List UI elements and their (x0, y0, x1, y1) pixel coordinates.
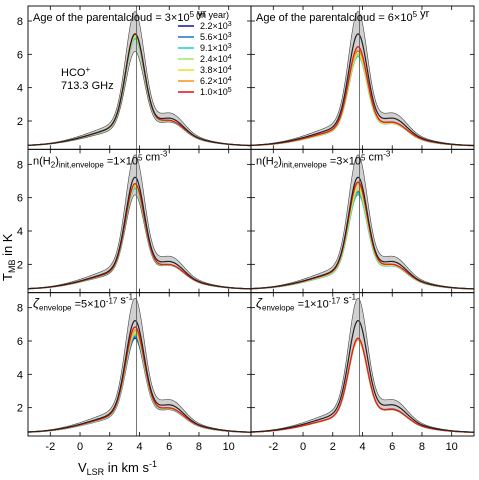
y-tick-label: 6 (17, 193, 23, 205)
legend-label: 9.1×103 (200, 43, 232, 53)
x-tick-label: 2 (330, 441, 336, 453)
observation-band (251, 11, 474, 146)
series-line (251, 339, 474, 433)
legend-label: 6.2×104 (200, 76, 232, 86)
series-line (28, 334, 251, 433)
x-tick-label: 8 (196, 441, 202, 453)
y-tick-label: 8 (17, 159, 23, 171)
x-tick-label: 2 (107, 441, 113, 453)
panel-nh2-1e5: 2 4 6 8 n(H2)init,envelope =1×105 cm-3 (17, 148, 252, 294)
legend: (in year)2.2×1035.6×1039.1×1032.4×1043.8… (178, 10, 232, 97)
x-tick-label: 4 (359, 441, 365, 453)
x-tick-label: 0 (300, 441, 306, 453)
observation-band (28, 11, 251, 146)
x-tick-label: 8 (419, 441, 425, 453)
plot-area (251, 292, 474, 436)
y-tick-label: 4 (17, 83, 23, 95)
series-line (251, 54, 474, 147)
y-tick-label: 2 (17, 259, 23, 271)
y-tick-label: 6 (17, 336, 23, 348)
panel-label: ζenvelope =5×10-17 s-1 (33, 293, 134, 313)
panel-age-3e5: 2 4 6 8 Age of the parentalcloud = 3×105 yr H… (17, 5, 252, 150)
panel-zeta-5e-17: -2 0 2 4 6 8 10 2 4 6 8 ζenvelope =5×10-17 s-1 (17, 292, 252, 453)
series-line (251, 339, 474, 433)
y-tick-label: 8 (17, 16, 23, 28)
panel-label: n(H2)init,envelope =3×105 cm-3 (256, 149, 391, 169)
series-line (251, 55, 474, 147)
x-tick-label: 6 (389, 441, 395, 453)
y-tick-label: 6 (17, 49, 23, 61)
legend-title: (in year) (196, 10, 229, 20)
plot-area (28, 149, 251, 293)
panel-zeta-1e-17: -2 0 2 4 6 8 10 ζenvelope =1×10-17 s-1 (250, 292, 475, 453)
plot-area (251, 6, 474, 150)
x-tick-label: -2 (45, 441, 55, 453)
plot-area (28, 6, 251, 150)
series-line (251, 52, 474, 147)
series-line (251, 54, 474, 147)
x-axis-label: VLSR in km s-1 (78, 459, 157, 477)
x-tick-label: 6 (166, 441, 172, 453)
panel-nh2-3e5: n(H2)init,envelope =3×105 cm-3 (250, 148, 475, 294)
x-tick-label: -2 (268, 441, 278, 453)
observation-line (28, 176, 251, 290)
observation-line (251, 33, 474, 147)
series-line (251, 189, 474, 290)
panel-label: Age of the parentalcloud = 6×105 yr (256, 8, 430, 24)
observation-band (251, 297, 474, 433)
series-line (251, 339, 474, 433)
x-tick-label: 10 (446, 441, 458, 453)
observation-band (28, 154, 251, 290)
panels: 2 4 6 8 Age of the parentalcloud = 3×105 yr H… (17, 5, 475, 453)
legend-label: 5.6×103 (200, 32, 232, 42)
panel-age-6e5: Age of the parentalcloud = 6×105 yr (250, 5, 475, 150)
molecule-label: HCO+ (61, 65, 90, 79)
legend-label: 2.2×103 (200, 21, 232, 31)
frequency-label: 713.3 GHz (61, 80, 114, 92)
plot-area (251, 149, 474, 293)
y-tick-label: 4 (17, 369, 23, 381)
y-tick-label: 2 (17, 116, 23, 128)
y-axis-label: TMB in K (0, 233, 17, 281)
y-tick-label: 2 (17, 403, 23, 415)
series-line (251, 54, 474, 147)
series-line (251, 337, 474, 433)
panel-label: n(H2)init,envelope =1×105 cm-3 (33, 149, 168, 169)
series-line (251, 190, 474, 290)
series-line (251, 192, 474, 290)
observation-line (28, 319, 251, 433)
y-tick-label: 4 (17, 226, 23, 238)
observation-line (28, 33, 251, 147)
x-tick-label: 0 (77, 441, 83, 453)
series-line (251, 339, 474, 433)
observation-line (251, 176, 474, 290)
legend-label: 2.4×104 (200, 54, 232, 64)
series-line (28, 337, 251, 433)
legend-label: 1.0×105 (200, 87, 232, 97)
x-tick-label: 4 (136, 441, 142, 453)
series-line (251, 339, 474, 433)
observation-line (251, 319, 474, 433)
x-tick-label: 10 (223, 441, 235, 453)
observation-band (28, 297, 251, 433)
series-line (251, 190, 474, 290)
panel-label: ζenvelope =1×10-17 s-1 (256, 293, 357, 313)
y-tick-label: 8 (17, 303, 23, 315)
axis-labels: TMB in K VLSR in km s-1 (0, 233, 157, 477)
panel-label: Age of the parentalcloud = 3×105 yr (33, 8, 207, 24)
observation-band (251, 154, 474, 290)
plot-area (28, 292, 251, 436)
series-line (28, 335, 251, 433)
legend-label: 3.8×104 (200, 65, 232, 75)
series-line (251, 339, 474, 433)
